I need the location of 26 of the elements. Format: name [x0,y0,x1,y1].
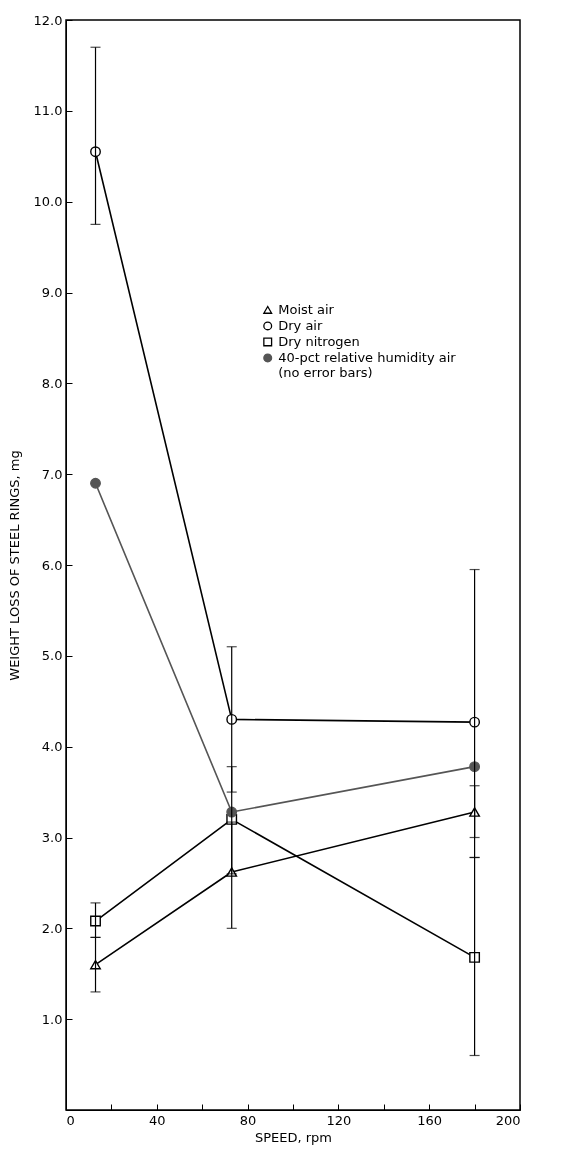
y-tick-label: 8.0 [41,375,63,391]
y-tick-label: 11.0 [33,103,63,119]
legend-label: Dry nitrogen [278,333,360,349]
legend-label: Moist air [278,301,335,317]
y-tick-label: 12.0 [33,12,63,28]
point [90,477,101,489]
y-tick-label: 6.0 [41,557,63,573]
x-tick-label: 40 [149,1112,166,1128]
x-tick-label: 160 [417,1112,443,1128]
y-axis-title: WEIGHT LOSS OF STEEL RINGS, mg [6,450,22,681]
x-tick-label: 0 [66,1112,75,1128]
y-tick-label: 2.0 [41,920,63,936]
x-tick-label: 120 [326,1112,352,1128]
point [469,951,481,963]
x-tick-label: 200 [495,1112,521,1128]
y-tick-label: 7.0 [41,466,63,482]
y-tick-label: 10.0 [33,194,63,210]
x-tick-label: 80 [239,1112,257,1128]
y-tick-label: 1.0 [41,1011,63,1027]
y-tick-label: 3.0 [41,830,63,845]
x-axis-title: SPEED, rpm [254,1129,333,1145]
legend-label: Dry air [278,317,323,333]
y-tick-label: 4.0 [41,739,63,755]
legend-label: 40-pct relative humidity air (no error bars) [278,349,457,380]
y-tick-label: 5.0 [41,648,63,664]
y-tick-label: 9.0 [41,285,63,300]
